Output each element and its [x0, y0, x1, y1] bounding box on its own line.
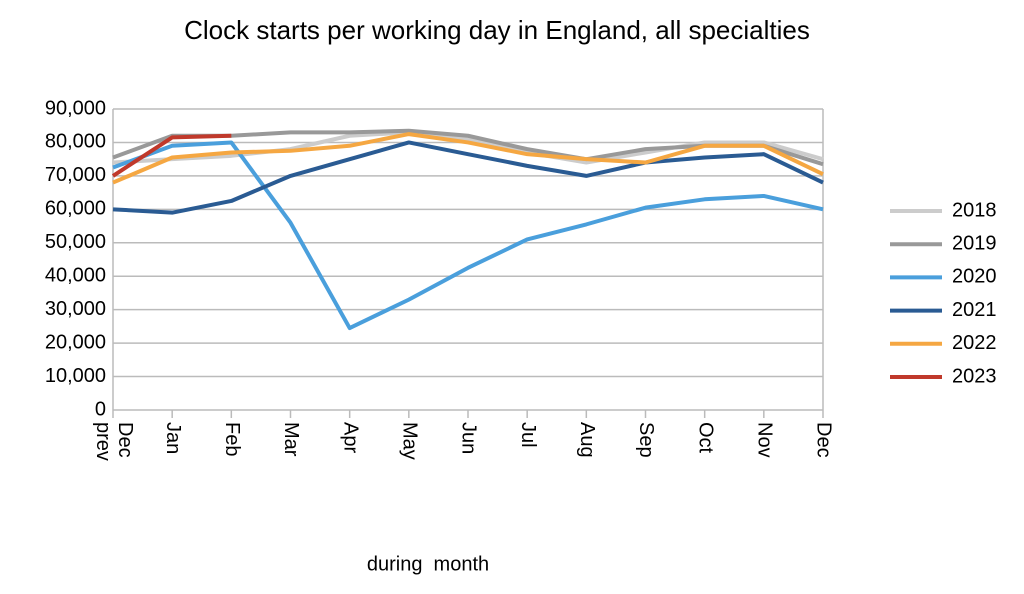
legend-label: 2019: [952, 232, 997, 254]
x-tick-label-line: prev: [92, 422, 114, 461]
legend-label: 2018: [952, 199, 997, 221]
x-tick-label: Sep: [635, 422, 657, 458]
series-line: [112, 140, 824, 215]
x-axis-label: during month: [367, 553, 489, 575]
y-tick-label: 50,000: [45, 231, 106, 253]
x-tick-label: Jun: [458, 422, 480, 454]
legend-label: 2022: [952, 332, 997, 354]
y-tick-label: 80,000: [45, 131, 106, 153]
y-tick-label: 0: [95, 398, 106, 420]
x-tick-label: Apr: [339, 422, 361, 453]
y-tick-label: 60,000: [45, 198, 106, 220]
legend-label: 2023: [952, 365, 997, 387]
series-line: [112, 140, 824, 331]
x-tick-label: May: [399, 422, 421, 460]
y-tick-label: 20,000: [45, 331, 106, 353]
legend-label: 2020: [952, 266, 997, 288]
x-tick-label: Jul: [517, 422, 539, 448]
x-tick-label: Mar: [280, 422, 302, 457]
series-line: [112, 132, 824, 185]
x-tick-label: Oct: [694, 422, 716, 454]
x-tick-label: Jan: [162, 422, 184, 454]
x-tick-label: Aug: [576, 422, 598, 458]
legend-label: 2021: [952, 299, 997, 321]
x-tick-label: Feb: [221, 422, 243, 456]
x-tick-label: Dec: [813, 422, 835, 458]
chart-title: Clock starts per working day in England,…: [184, 15, 810, 45]
x-tick-label: Decprev: [92, 422, 136, 461]
x-tick-label-line: Dec: [114, 422, 136, 458]
x-tick-label: Nov: [754, 422, 776, 458]
y-tick-label: 70,000: [45, 164, 106, 186]
y-tick-label: 90,000: [45, 97, 106, 119]
series-line: [111, 133, 232, 178]
y-tick-label: 30,000: [45, 298, 106, 320]
y-tick-label: 40,000: [45, 265, 106, 287]
series-line: [112, 130, 824, 165]
y-tick-label: 10,000: [45, 365, 106, 387]
